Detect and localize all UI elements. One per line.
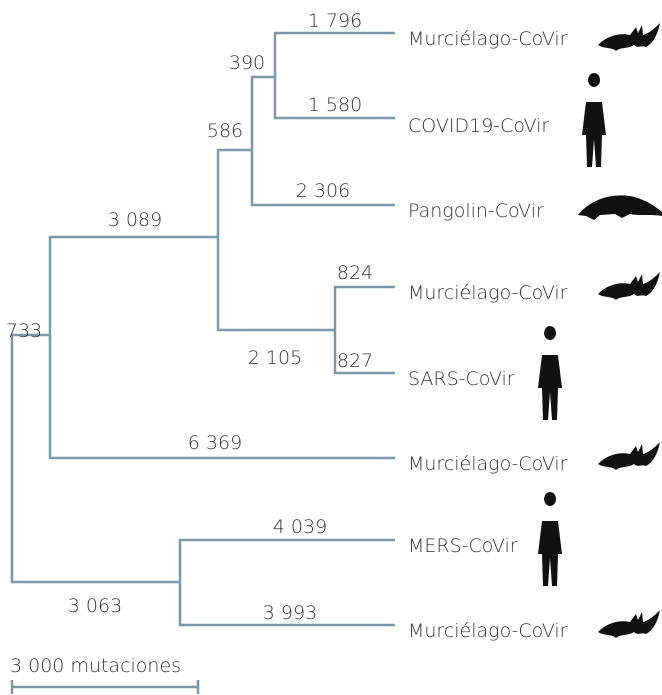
leaf-label: Murciélago-CoVir [408, 282, 568, 304]
branch-length: 1 580 [308, 94, 362, 116]
branch-length: 4 039 [273, 516, 327, 538]
leaf-label: Murciélago-CoVir [408, 28, 568, 50]
scale-label: 3 000 mutaciones [10, 655, 181, 677]
leaf-label: COVID19-CoVir [408, 115, 549, 137]
leaf-labels: Murciélago-CoVir COVID19-CoVir Pangolin-… [408, 28, 568, 642]
branch-length: 586 [207, 120, 243, 142]
branch-length: 733 [6, 320, 42, 342]
branch-labels: 1 796 390 1 580 586 2 306 3 089 824 2 10… [6, 10, 373, 624]
branch-length: 3 089 [108, 209, 162, 231]
bat-icon [598, 442, 660, 470]
leaf-label: MERS-CoVir [408, 535, 518, 557]
branch-length: 2 306 [296, 180, 350, 202]
leaf-label: Pangolin-CoVir [408, 200, 544, 222]
branch-length: 1 796 [308, 10, 362, 32]
bat-icon [598, 272, 660, 300]
human-icon [538, 326, 562, 420]
branch-length: 824 [337, 262, 373, 284]
branch-length: 827 [337, 350, 373, 372]
branch-length: 3 993 [263, 602, 317, 624]
branch-length: 6 369 [188, 432, 242, 454]
bat-icon [598, 610, 660, 638]
bat-icon [598, 23, 660, 51]
branch-length: 3 063 [68, 595, 122, 617]
leaf-label: Murciélago-CoVir [408, 453, 568, 475]
leaf-label: SARS-CoVir [408, 368, 515, 390]
leaf-label: Murciélago-CoVir [408, 620, 568, 642]
tree-lines [10, 31, 395, 694]
human-icon [538, 492, 562, 586]
pangolin-icon [578, 195, 662, 220]
human-icon [582, 73, 606, 167]
branch-length: 2 105 [248, 347, 302, 369]
branch-length: 390 [229, 52, 265, 74]
